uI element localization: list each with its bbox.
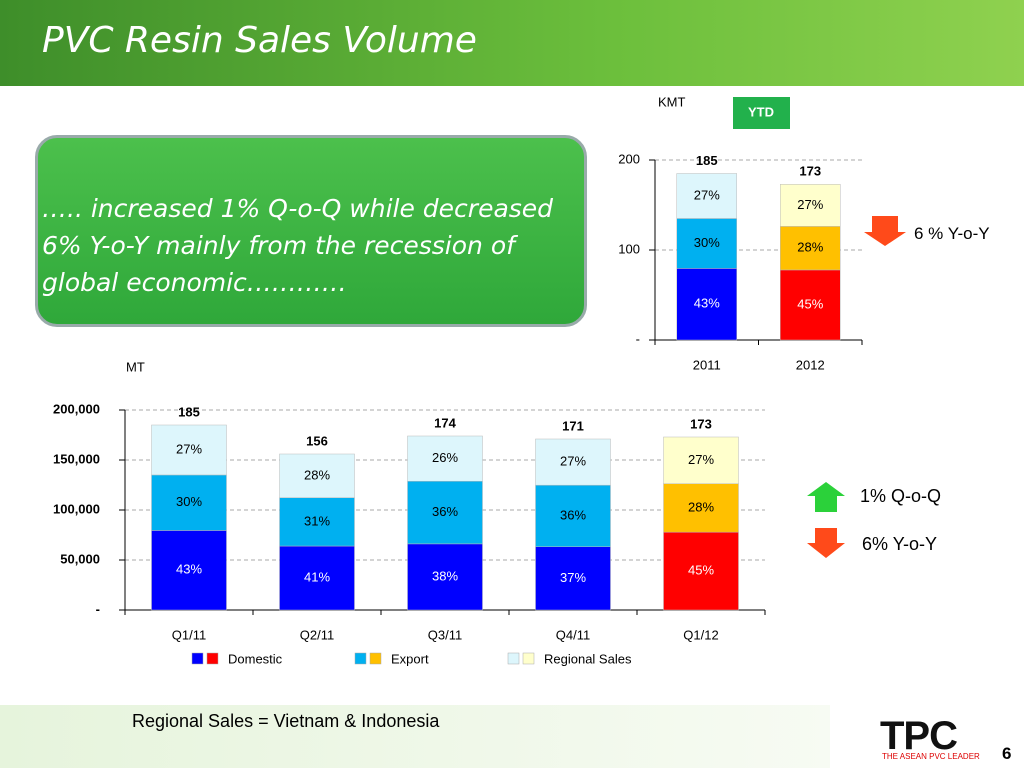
y-tick-label: - <box>636 331 640 346</box>
legend-label: Export <box>391 651 429 666</box>
down-arrow <box>864 216 906 246</box>
header-band <box>0 0 1024 86</box>
segment-label: 27% <box>688 452 714 467</box>
x-tick-label: 2012 <box>796 357 825 372</box>
segment-label: 28% <box>304 467 330 482</box>
y-tick-label: 200,000 <box>53 401 100 416</box>
segment-label: 28% <box>797 240 823 255</box>
bar-segment <box>663 483 739 533</box>
annotation-box <box>733 97 790 129</box>
bar-segment <box>535 438 611 486</box>
y-tick-label: 50,000 <box>60 551 100 566</box>
bar-segment <box>780 269 841 341</box>
change-label: 6 % Y-o-Y <box>914 224 990 243</box>
logo: TPC <box>880 714 958 758</box>
total-label: 173 <box>690 416 712 431</box>
segment-label: 27% <box>176 441 202 456</box>
segment-label: 37% <box>560 570 586 585</box>
up-arrow <box>807 482 845 512</box>
segment-label: 38% <box>432 568 458 583</box>
y-axis-label: KMT <box>658 94 686 109</box>
segment-label: 31% <box>304 513 330 528</box>
legend-swatch <box>507 652 520 665</box>
x-tick-label: Q2/11 <box>300 627 334 642</box>
segment-label: 27% <box>560 454 586 469</box>
x-tick-label: 2011 <box>693 357 721 372</box>
bar-segment <box>676 218 737 269</box>
segment-label: 27% <box>694 187 720 202</box>
segment-label: 36% <box>560 507 586 522</box>
bar-segment <box>279 453 355 498</box>
total-label: 171 <box>562 418 584 433</box>
bar-segment <box>780 184 841 227</box>
bar-segment <box>279 545 355 611</box>
page-number: 6 <box>1002 744 1012 763</box>
bar-segment <box>676 268 737 341</box>
callout-text: ….. increased 1% Q-o-Q while decreased 6… <box>42 194 554 297</box>
segment-label: 43% <box>176 562 202 577</box>
bar-segment <box>151 424 227 476</box>
footer-band <box>0 705 830 768</box>
legend-swatch <box>522 652 535 665</box>
x-tick-label: Q1/12 <box>683 627 718 642</box>
bar-segment <box>407 543 483 611</box>
y-axis-label: MT <box>126 359 145 374</box>
bar-segment <box>151 474 227 531</box>
total-label: 174 <box>434 415 456 430</box>
x-tick-label: Q3/11 <box>428 627 462 642</box>
bar-segment <box>663 436 739 484</box>
slide-title: PVC Resin Sales Volume <box>42 20 477 61</box>
total-label: 156 <box>306 433 328 448</box>
y-tick-label: 150,000 <box>53 451 100 466</box>
segment-label: 45% <box>688 563 714 578</box>
legend-swatch <box>206 652 219 665</box>
legend-label: Regional Sales <box>544 651 632 666</box>
segment-label: 28% <box>688 499 714 514</box>
total-label: 185 <box>178 404 200 419</box>
segment-label: 36% <box>432 504 458 519</box>
y-tick-label: - <box>96 601 100 616</box>
total-label: 185 <box>696 153 718 168</box>
bar-segment <box>407 435 483 482</box>
bar-segment <box>279 497 355 547</box>
footnote: Regional Sales = Vietnam & Indonesia <box>132 711 440 731</box>
down-arrow <box>807 528 845 558</box>
annotation: YTD <box>748 104 774 119</box>
segment-label: 45% <box>797 296 823 311</box>
legend-swatch <box>354 652 367 665</box>
y-tick-label: 100,000 <box>53 501 100 516</box>
change-label: 6% Y-o-Y <box>862 534 938 554</box>
x-tick-label: Q4/11 <box>556 627 590 642</box>
legend-swatch <box>191 652 204 665</box>
tagline: THE ASEAN PVC LEADER <box>882 752 980 761</box>
bar-segment <box>780 226 841 271</box>
bar-segment <box>676 173 737 219</box>
callout-box <box>35 135 587 327</box>
bar-segment <box>535 546 611 611</box>
segment-label: 30% <box>176 494 202 509</box>
change-label: 1% Q-o-Q <box>860 486 942 506</box>
bar-segment <box>663 531 739 611</box>
total-label: 173 <box>799 164 821 179</box>
segment-label: 30% <box>694 235 720 250</box>
segment-label: 26% <box>432 450 458 465</box>
y-tick-label: 200 <box>618 151 640 166</box>
x-tick-label: Q1/11 <box>172 627 206 642</box>
y-tick-label: 100 <box>618 241 640 256</box>
segment-label: 27% <box>797 197 823 212</box>
segment-label: 43% <box>694 296 720 311</box>
bar-segment <box>151 530 227 611</box>
segment-label: 41% <box>304 569 330 584</box>
legend-label: Domestic <box>228 651 283 666</box>
legend-swatch <box>369 652 382 665</box>
